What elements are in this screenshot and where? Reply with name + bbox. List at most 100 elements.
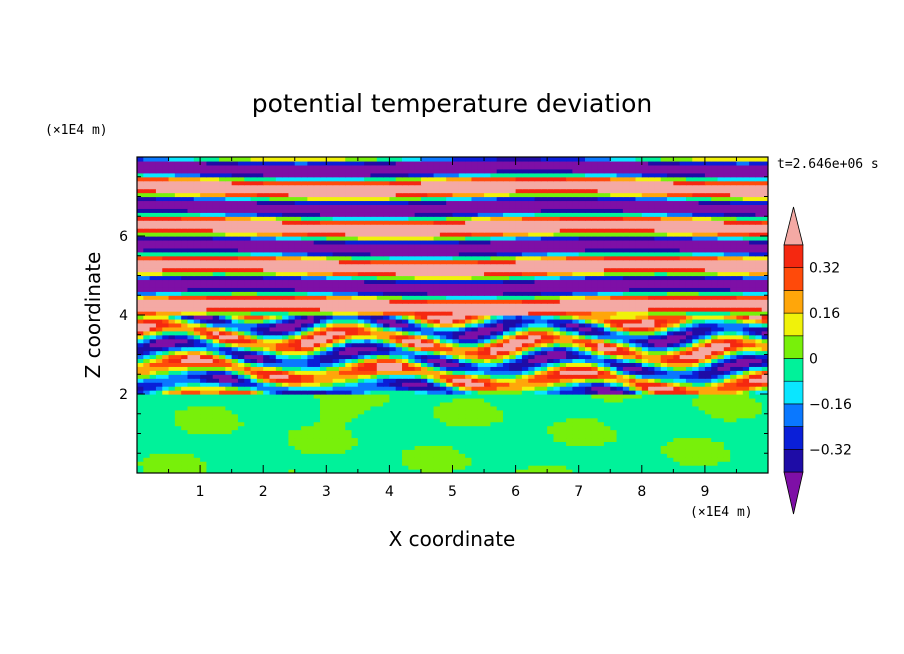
- field-cell: [408, 307, 416, 312]
- field-cell: [427, 318, 435, 324]
- field-cell: [326, 461, 334, 466]
- field-cell: [572, 326, 580, 332]
- field-cell: [345, 334, 353, 340]
- field-cell: [225, 283, 233, 288]
- field-cell: [383, 390, 390, 395]
- field-cell: [301, 315, 308, 320]
- field-cell: [288, 283, 296, 288]
- field-cell: [717, 287, 725, 292]
- field-cell: [364, 453, 372, 458]
- field-cell: [345, 291, 353, 296]
- field-cell: [521, 469, 529, 473]
- field-cell: [155, 409, 163, 415]
- field-cell: [326, 378, 334, 383]
- field-cell: [275, 437, 283, 442]
- field-cell: [585, 275, 592, 281]
- field-cell: [761, 295, 768, 300]
- field-cell: [174, 437, 182, 442]
- field-cell: [458, 370, 466, 375]
- field-cell: [389, 449, 397, 454]
- field-cell: [294, 449, 302, 454]
- field-cell: [263, 322, 271, 328]
- field-cell: [515, 350, 523, 356]
- field-cell: [534, 295, 542, 300]
- field-cell: [231, 330, 239, 336]
- field-cell: [319, 382, 327, 387]
- field-cell: [446, 299, 454, 304]
- field-cell: [187, 354, 195, 360]
- field-cell: [641, 342, 649, 348]
- field-cell: [685, 283, 693, 288]
- field-cell: [458, 322, 466, 328]
- field-cell: [704, 417, 712, 423]
- field-cell: [282, 413, 290, 419]
- field-cell: [761, 433, 768, 439]
- field-cell: [742, 409, 750, 415]
- field-cell: [660, 401, 668, 407]
- field-cell: [521, 378, 529, 383]
- field-cell: [610, 453, 618, 458]
- field-cell: [275, 453, 283, 458]
- field-cell: [502, 350, 510, 356]
- field-cell: [155, 299, 163, 304]
- field-cell: [250, 417, 258, 423]
- field-cell: [364, 374, 372, 379]
- field-cell: [200, 429, 208, 435]
- field-cell: [383, 437, 390, 442]
- field-cell: [641, 397, 649, 403]
- field-cell: [219, 390, 226, 395]
- field-cell: [616, 429, 624, 435]
- field-cell: [383, 366, 390, 371]
- field-cell: [635, 390, 643, 395]
- field-cell: [408, 441, 416, 446]
- field-cell: [477, 370, 485, 375]
- field-cell: [622, 295, 630, 300]
- field-cell: [225, 394, 233, 399]
- field-cell: [730, 425, 738, 431]
- field-cell: [635, 417, 643, 423]
- y-unit-label: (×1E4 m): [45, 123, 108, 138]
- field-cell: [490, 378, 498, 383]
- field-cell: [250, 465, 258, 470]
- field-cell: [603, 342, 611, 348]
- field-cell: [446, 437, 454, 442]
- field-cell: [641, 433, 649, 439]
- field-cell: [231, 413, 239, 419]
- field-cell: [509, 322, 517, 328]
- field-cell: [742, 397, 750, 403]
- field-cell: [635, 366, 643, 371]
- field-cell: [471, 366, 479, 371]
- field-cell: [648, 437, 656, 442]
- field-cell: [357, 315, 365, 320]
- field-cell: [547, 350, 555, 356]
- field-cell: [736, 295, 744, 300]
- field-cell: [225, 441, 233, 446]
- field-cell: [698, 386, 706, 391]
- field-cell: [181, 338, 189, 344]
- field-cell: [212, 413, 220, 419]
- field-cell: [408, 401, 416, 407]
- field-cell: [673, 449, 681, 454]
- field-cell: [376, 315, 384, 320]
- field-cell: [237, 417, 245, 423]
- field-cell: [313, 307, 321, 312]
- field-cell: [263, 461, 271, 466]
- field-cell: [338, 279, 346, 284]
- field-cell: [357, 409, 365, 415]
- field-cell: [294, 295, 302, 300]
- field-cell: [622, 307, 630, 312]
- field-cell: [439, 311, 447, 316]
- field-cell: [648, 397, 656, 403]
- field-cell: [559, 425, 567, 431]
- field-cell: [559, 445, 567, 450]
- field-cell: [187, 421, 195, 427]
- field-cell: [452, 295, 460, 300]
- field-cell: [338, 358, 346, 363]
- field-cell: [496, 390, 504, 395]
- field-cell: [730, 409, 738, 415]
- field-cell: [395, 382, 403, 387]
- field-cell: [597, 362, 605, 367]
- field-cell: [616, 326, 624, 332]
- field-cell: [717, 378, 725, 383]
- field-cell: [364, 358, 372, 363]
